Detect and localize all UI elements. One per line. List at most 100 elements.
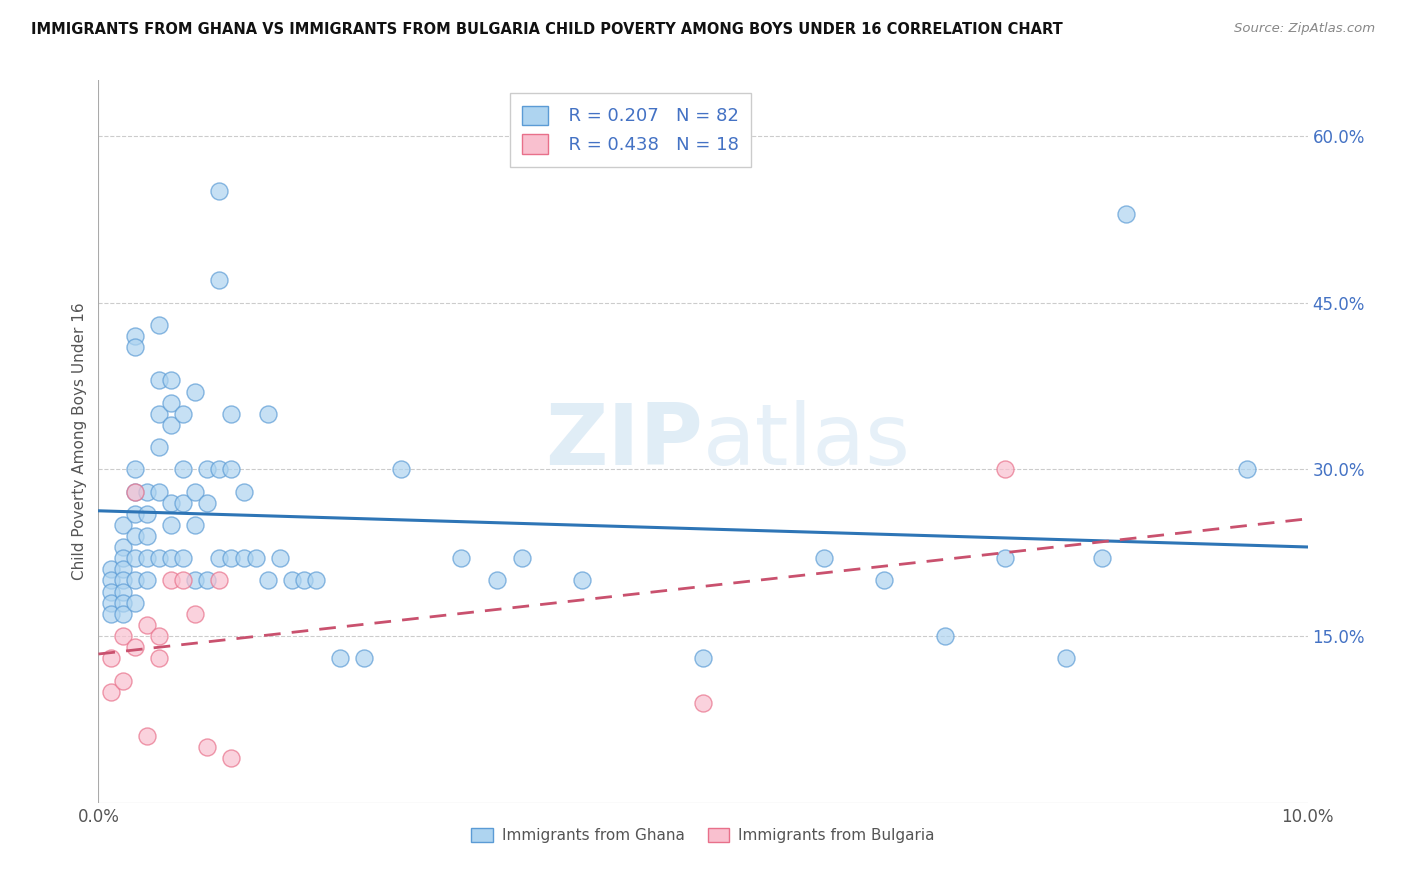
- Point: [124, 484, 146, 499]
- Point: [1054, 651, 1077, 665]
- Point: [184, 517, 207, 532]
- Point: [232, 484, 254, 499]
- Point: [111, 540, 134, 554]
- Point: [184, 574, 207, 588]
- Point: [124, 551, 146, 566]
- Point: [281, 574, 304, 588]
- Point: [184, 607, 207, 621]
- Point: [221, 751, 243, 765]
- Point: [1236, 462, 1258, 476]
- Point: [111, 562, 134, 576]
- Point: [195, 740, 218, 755]
- Point: [195, 496, 218, 510]
- Point: [232, 551, 254, 566]
- Point: [148, 651, 170, 665]
- Point: [124, 340, 146, 354]
- Point: [160, 496, 183, 510]
- Text: Source: ZipAtlas.com: Source: ZipAtlas.com: [1234, 22, 1375, 36]
- Point: [100, 562, 122, 576]
- Point: [160, 373, 183, 387]
- Point: [172, 407, 194, 421]
- Text: ZIP: ZIP: [546, 400, 703, 483]
- Point: [1091, 551, 1114, 566]
- Point: [813, 551, 835, 566]
- Point: [100, 574, 122, 588]
- Point: [135, 507, 157, 521]
- Point: [148, 407, 170, 421]
- Point: [135, 551, 157, 566]
- Point: [486, 574, 509, 588]
- Point: [111, 607, 134, 621]
- Point: [111, 517, 134, 532]
- Point: [184, 384, 207, 399]
- Legend: Immigrants from Ghana, Immigrants from Bulgaria: Immigrants from Ghana, Immigrants from B…: [465, 822, 941, 849]
- Point: [135, 484, 157, 499]
- Point: [450, 551, 472, 566]
- Point: [135, 618, 157, 632]
- Point: [111, 673, 134, 688]
- Point: [111, 574, 134, 588]
- Point: [208, 462, 231, 476]
- Point: [160, 517, 183, 532]
- Point: [172, 462, 194, 476]
- Point: [269, 551, 291, 566]
- Point: [100, 584, 122, 599]
- Point: [873, 574, 896, 588]
- Point: [256, 574, 278, 588]
- Point: [148, 373, 170, 387]
- Point: [148, 551, 170, 566]
- Point: [692, 651, 714, 665]
- Point: [221, 551, 243, 566]
- Point: [221, 407, 243, 421]
- Point: [111, 584, 134, 599]
- Point: [100, 596, 122, 610]
- Point: [111, 551, 134, 566]
- Point: [135, 574, 157, 588]
- Point: [208, 551, 231, 566]
- Point: [124, 529, 146, 543]
- Point: [292, 574, 315, 588]
- Point: [994, 551, 1017, 566]
- Point: [100, 651, 122, 665]
- Point: [934, 629, 956, 643]
- Point: [148, 484, 170, 499]
- Point: [353, 651, 375, 665]
- Point: [135, 529, 157, 543]
- Point: [135, 729, 157, 743]
- Point: [510, 551, 533, 566]
- Point: [111, 629, 134, 643]
- Point: [111, 596, 134, 610]
- Point: [148, 440, 170, 454]
- Point: [124, 596, 146, 610]
- Point: [160, 395, 183, 409]
- Point: [571, 574, 593, 588]
- Point: [208, 273, 231, 287]
- Point: [389, 462, 412, 476]
- Point: [124, 574, 146, 588]
- Point: [124, 507, 146, 521]
- Point: [124, 462, 146, 476]
- Point: [195, 574, 218, 588]
- Point: [208, 574, 231, 588]
- Point: [148, 318, 170, 332]
- Point: [692, 696, 714, 710]
- Point: [1115, 207, 1137, 221]
- Point: [172, 496, 194, 510]
- Point: [221, 462, 243, 476]
- Text: IMMIGRANTS FROM GHANA VS IMMIGRANTS FROM BULGARIA CHILD POVERTY AMONG BOYS UNDER: IMMIGRANTS FROM GHANA VS IMMIGRANTS FROM…: [31, 22, 1063, 37]
- Point: [160, 417, 183, 432]
- Point: [195, 462, 218, 476]
- Point: [208, 185, 231, 199]
- Point: [245, 551, 267, 566]
- Point: [100, 684, 122, 698]
- Text: atlas: atlas: [703, 400, 911, 483]
- Point: [160, 574, 183, 588]
- Point: [100, 607, 122, 621]
- Point: [305, 574, 328, 588]
- Point: [160, 551, 183, 566]
- Point: [172, 551, 194, 566]
- Point: [124, 484, 146, 499]
- Point: [329, 651, 352, 665]
- Point: [256, 407, 278, 421]
- Point: [172, 574, 194, 588]
